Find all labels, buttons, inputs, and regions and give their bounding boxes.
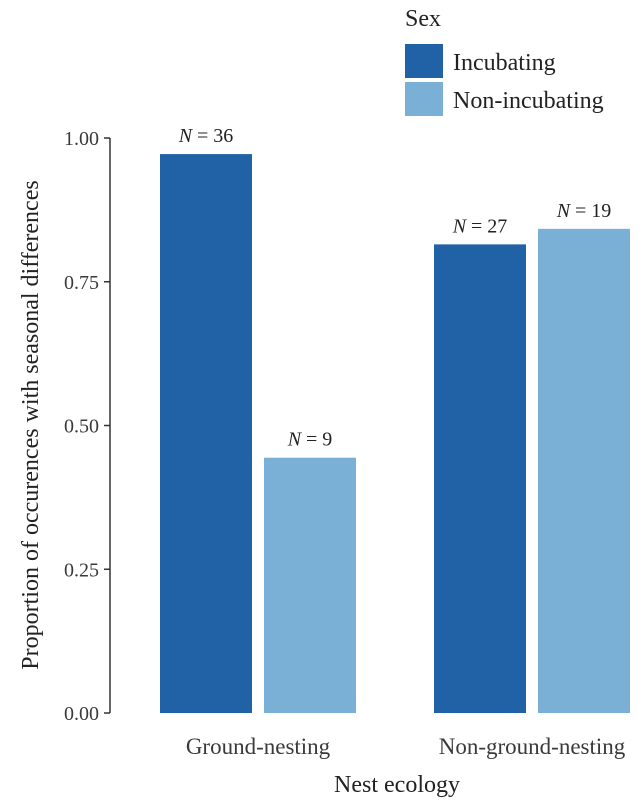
- n-labels-group: N = 36 N = 9 N = 27 N = 19: [178, 125, 612, 451]
- legend-swatch-non-incubating: [405, 82, 443, 116]
- x-category-label: Non-ground-nesting: [439, 734, 626, 759]
- bar-incubating-non-ground-nesting: [434, 244, 526, 713]
- y-tick-label: 0.50: [64, 416, 99, 438]
- x-axis-categories: Ground-nesting Non-ground-nesting: [186, 734, 626, 759]
- legend-swatch-incubating: [405, 44, 443, 78]
- bars-group: [160, 154, 630, 714]
- n-label: N = 19: [556, 200, 612, 222]
- x-category-label: Ground-nesting: [186, 734, 331, 759]
- y-tick-label: 0.00: [64, 703, 99, 725]
- legend-title: Sex: [405, 6, 441, 32]
- legend: Sex Incubating Non-incubating: [405, 6, 604, 116]
- n-label: N = 27: [452, 215, 508, 237]
- y-tick-label: 1.00: [64, 128, 99, 150]
- y-tick-label: 0.25: [64, 559, 99, 581]
- y-axis-ticks: 0.00 0.25 0.50 0.75 1.00: [64, 128, 110, 725]
- x-axis-title: Nest ecology: [334, 772, 460, 798]
- y-axis-title: Proportion of occurences with seasonal d…: [18, 180, 44, 669]
- legend-label-incubating: Incubating: [453, 50, 556, 76]
- bar-non-incubating-non-ground-nesting: [538, 228, 630, 713]
- n-label: N = 36: [178, 125, 234, 147]
- bar-incubating-ground-nesting: [160, 154, 252, 714]
- bar-non-incubating-ground-nesting: [264, 457, 356, 713]
- legend-label-non-incubating: Non-incubating: [453, 88, 604, 114]
- n-label: N = 9: [287, 429, 333, 451]
- y-tick-label: 0.75: [64, 272, 99, 294]
